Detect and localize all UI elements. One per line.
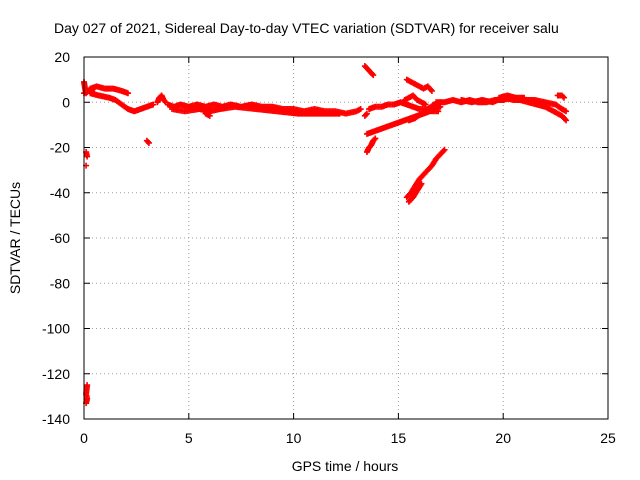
data-point-marker [84, 153, 91, 160]
data-point-marker [357, 106, 364, 113]
data-points [81, 63, 570, 407]
data-point-marker [427, 86, 434, 93]
data-point-marker [363, 110, 370, 117]
data-point-marker [362, 111, 369, 118]
data-point-marker [440, 147, 447, 154]
x-tick-label: 15 [391, 430, 407, 446]
x-tick-label: 20 [495, 430, 511, 446]
data-point-marker [521, 94, 528, 101]
x-tick-label: 0 [80, 430, 88, 446]
data-point-marker [562, 116, 569, 123]
y-tick-label: -20 [50, 140, 70, 156]
data-point-marker [559, 93, 566, 100]
data-point-marker [150, 101, 157, 108]
y-tick-label: -80 [50, 275, 70, 291]
data-point-marker [336, 110, 343, 117]
y-tick-label: -140 [42, 411, 70, 427]
x-tick-label: 5 [185, 430, 193, 446]
y-tick-label: -100 [42, 321, 70, 337]
y-tick-label: 20 [54, 49, 70, 65]
x-tick-label: 25 [600, 430, 616, 446]
axis-ticks: 0 5 10 15 20 25 20 0 -20 -40 -60 -80 -100 -120 -140 [42, 49, 616, 446]
data-point-marker [125, 90, 132, 97]
chart-title: Day 027 of 2021, Sidereal Day-to-day VTE… [54, 20, 559, 36]
data-point-marker [418, 180, 425, 187]
y-tick-label: 0 [62, 94, 70, 110]
x-axis-label: GPS time / hours [292, 458, 399, 474]
y-tick-label: -60 [50, 230, 70, 246]
data-point-marker [372, 135, 379, 142]
data-point-marker [441, 146, 448, 153]
data-point-marker [371, 136, 378, 143]
data-point-marker [91, 90, 98, 97]
data-point-marker [560, 94, 567, 101]
data-point-marker [161, 98, 168, 105]
data-point-marker [206, 112, 213, 119]
y-tick-label: -120 [42, 366, 70, 382]
data-point-marker [370, 72, 377, 79]
grid-layer [84, 57, 608, 419]
data-point-marker [563, 108, 570, 115]
y-tick-label: -40 [50, 185, 70, 201]
data-point-marker [144, 138, 151, 145]
y-axis-label: SDTVAR / TECUs [7, 182, 23, 294]
data-point-marker [435, 108, 442, 115]
data-point-marker [428, 87, 435, 94]
data-point-marker [422, 101, 429, 108]
data-point-marker [369, 70, 376, 77]
data-point-marker [145, 139, 152, 146]
data-point-marker [563, 117, 570, 124]
x-tick-label: 10 [286, 430, 302, 446]
